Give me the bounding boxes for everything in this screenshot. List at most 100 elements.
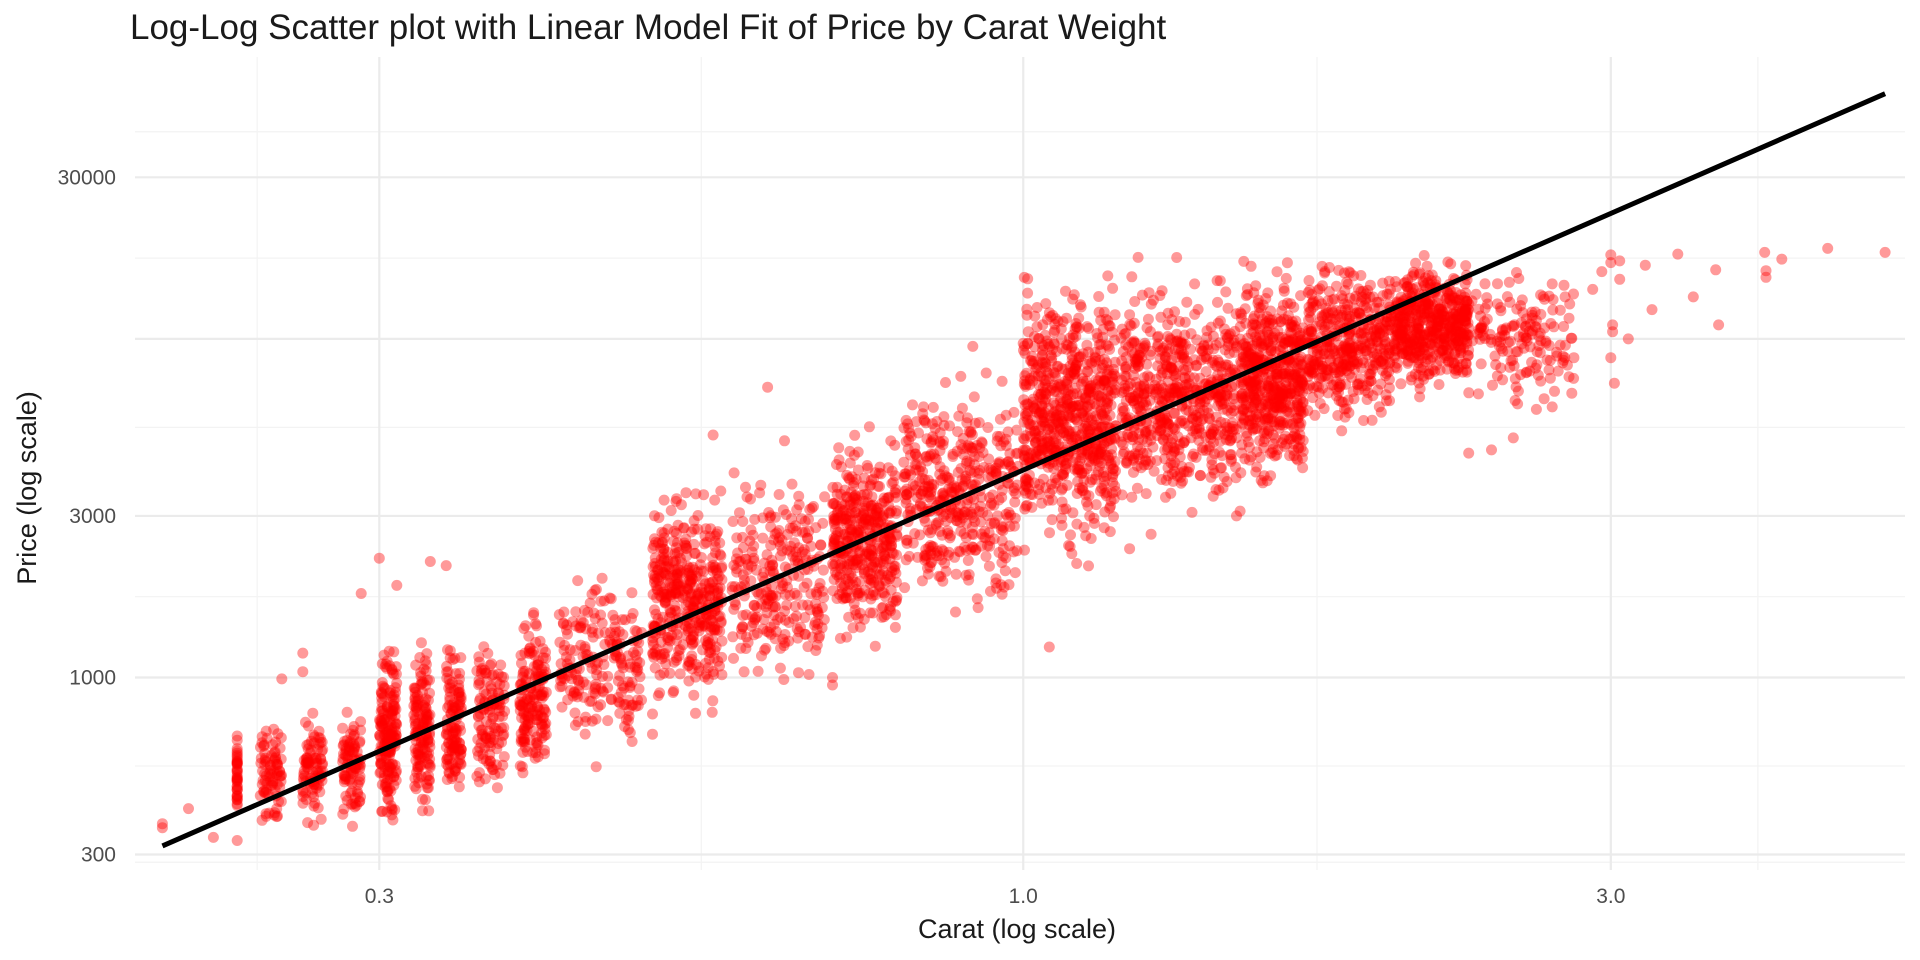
scatter-point [716,574,728,586]
scatter-point [376,721,388,733]
scatter-point [376,688,388,700]
scatter-point [231,755,243,767]
scatter-point [686,639,698,650]
scatter-point [474,693,486,704]
scatter-point [423,770,434,782]
scatter-point [518,735,530,747]
scatter-point [683,567,695,579]
scatter-point [421,746,433,758]
scatter-point [1071,518,1083,530]
scatter-point [945,530,957,541]
scatter-point [711,567,723,579]
scatter-point [689,547,701,559]
scatter-point [1142,313,1154,325]
scatter-point [308,729,320,741]
scatter-point [380,713,392,725]
scatter-point [473,674,485,686]
scatter-point [454,667,466,679]
scatter-point [341,734,353,746]
scatter-point [415,667,427,679]
scatter-point [564,654,576,666]
scatter-point [589,584,601,596]
scatter-point [928,434,939,446]
scatter-point [814,578,826,589]
scatter-point [447,737,459,749]
scatter-point [537,720,548,732]
scatter-point [517,667,529,679]
scatter-point [444,767,455,779]
scatter-point [674,668,686,680]
scatter-point [484,755,496,767]
scatter-point [390,725,402,737]
scatter-point [653,575,665,586]
scatter-point [689,595,701,607]
scatter-point [528,660,540,672]
scatter-point [521,725,533,737]
scatter-point [1093,421,1105,433]
scatter-point [827,498,839,510]
scatter-point [517,671,529,683]
scatter-point [472,745,484,757]
scatter-point [1235,356,1247,368]
scatter-point [487,711,499,723]
scatter-point [1130,376,1142,388]
scatter-point [454,754,466,766]
scatter-point [390,703,402,715]
scatter-point [388,700,400,712]
scatter-point [314,786,326,798]
scatter-point [339,749,351,761]
scatter-point [409,686,421,698]
scatter-point [422,694,434,706]
scatter-point [409,772,421,784]
scatter-point [558,618,569,630]
scatter-point [388,668,400,680]
scatter-point [531,688,543,700]
scatter-point [383,765,395,777]
scatter-point [531,714,542,726]
scatter-point [610,649,622,661]
scatter-point [887,548,899,559]
scatter-point [682,625,694,637]
scatter-point [687,630,699,642]
scatter-point [627,608,639,619]
scatter-point [303,759,315,771]
scatter-point [474,767,485,779]
scatter-point [907,399,918,411]
scatter-point [1343,407,1355,419]
scatter-point [1191,359,1203,371]
scatter-point [255,741,266,753]
scatter-point [384,761,396,773]
scatter-point [670,588,682,600]
scatter-point [843,611,855,623]
scatter-point [348,743,360,755]
scatter-point [374,714,386,726]
scatter-point [629,625,641,636]
scatter-point [478,641,490,653]
scatter-point [522,702,534,714]
scatter-point [454,686,466,698]
scatter-point [487,764,499,775]
scatter-point [761,549,773,561]
scatter-point [380,749,392,761]
scatter-point [484,706,496,718]
scatter-point [257,774,269,786]
scatter-point [1311,380,1323,392]
scatter-point [670,495,682,507]
scatter-point [387,705,399,717]
scatter-point [477,753,489,765]
scatter-point [481,716,492,728]
scatter-point [707,634,719,646]
scatter-point [275,732,287,744]
scatter-point [449,702,461,714]
scatter-point [588,607,600,619]
scatter-point [527,705,539,717]
scatter-point [268,809,280,821]
scatter-point [231,776,243,788]
scatter-point [752,665,764,677]
scatter-point [629,661,641,673]
scatter-point [586,662,598,674]
scatter-point [1019,433,1030,445]
scatter-point [486,687,498,699]
scatter-point [440,729,452,741]
scatter-point [540,706,552,718]
